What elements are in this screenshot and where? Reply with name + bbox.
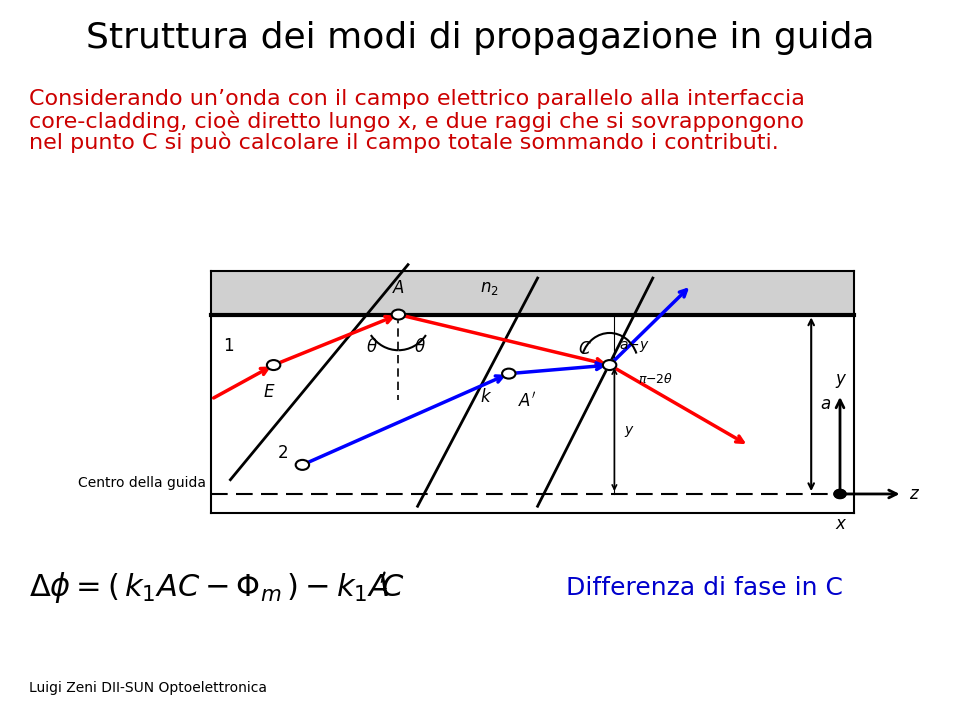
Text: $n_2$: $n_2$ [480,279,499,297]
Circle shape [392,309,405,319]
Text: E: E [264,383,274,401]
Text: Centro della guida: Centro della guida [79,476,206,491]
Text: a: a [821,395,831,414]
Text: $\theta$: $\theta$ [366,338,377,356]
Text: Struttura dei modi di propagazione in guida: Struttura dei modi di propagazione in gu… [85,21,875,56]
Text: z: z [909,485,918,503]
Text: x: x [835,515,845,533]
Text: core-cladding, cioè diretto lungo x, e due raggi che si sovrappongono: core-cladding, cioè diretto lungo x, e d… [29,111,804,132]
Circle shape [834,490,846,498]
Text: nel punto C si può calcolare il campo totale sommando i contributi.: nel punto C si può calcolare il campo to… [29,132,779,153]
Text: Considerando un’onda con il campo elettrico parallelo alla interfaccia: Considerando un’onda con il campo elettr… [29,89,804,109]
Text: y: y [624,423,633,436]
Text: A: A [393,279,404,297]
Text: $a{-}y$: $a{-}y$ [619,339,650,354]
Circle shape [502,369,516,379]
Text: Differenza di fase in C: Differenza di fase in C [566,576,843,600]
Text: 1: 1 [223,337,234,355]
Bar [211,314,854,494]
Text: k: k [480,388,490,406]
Text: C: C [579,340,590,358]
Text: 2: 2 [277,443,289,462]
Circle shape [603,360,616,370]
Circle shape [834,490,846,498]
Circle shape [267,360,280,370]
Text: $A'$: $A'$ [518,391,537,411]
Circle shape [296,460,309,470]
Text: Luigi Zeni DII-SUN Optoelettronica: Luigi Zeni DII-SUN Optoelettronica [29,681,267,695]
Bar [211,271,854,314]
Text: $\theta$: $\theta$ [414,338,425,356]
Text: y: y [835,371,845,389]
Text: $\Delta\phi = \left(\,k_1 AC - \Phi_m\,\right) - k_1 A\!\!{^\prime\!}C$: $\Delta\phi = \left(\,k_1 AC - \Phi_m\,\… [29,570,404,606]
Text: $\pi{-}2\theta$: $\pi{-}2\theta$ [638,372,674,386]
